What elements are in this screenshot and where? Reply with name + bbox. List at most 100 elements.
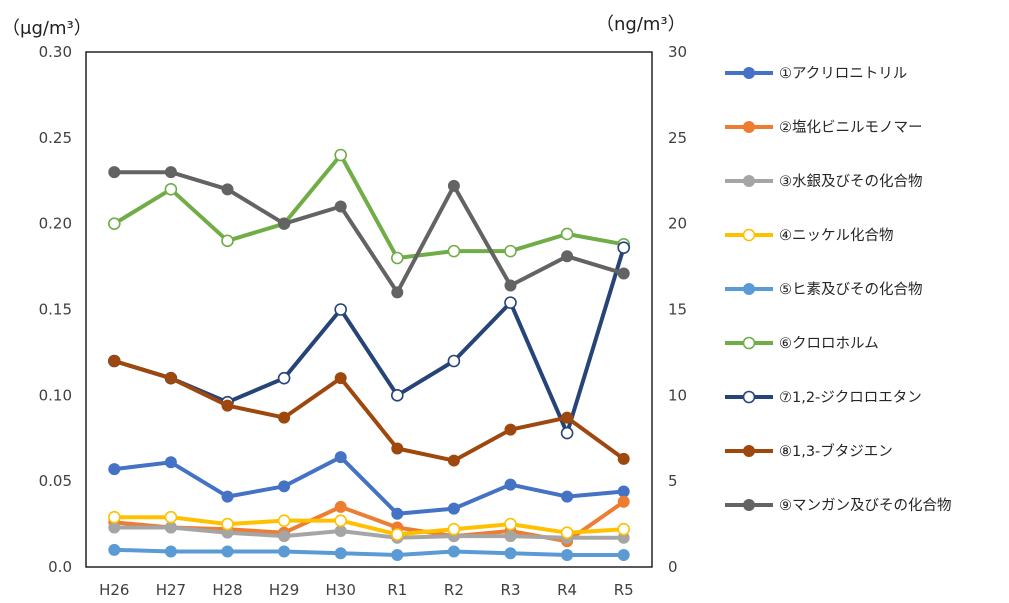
data-point: [561, 250, 574, 263]
legend-item: ⑦1,2-ジクロロエタン: [725, 389, 922, 406]
data-point: [391, 442, 404, 455]
left-axis-unit-label: （μg/m³）: [2, 18, 92, 39]
data-point: [504, 279, 517, 292]
data-point: [108, 217, 121, 230]
x-tick-label: R2: [444, 581, 464, 599]
legend-label: ⑦1,2-ジクロロエタン: [779, 389, 922, 406]
data-point: [447, 502, 460, 515]
series: [108, 451, 630, 520]
series: [108, 355, 630, 467]
x-tick-label: R5: [614, 581, 634, 599]
legend-swatch-marker: [742, 228, 756, 242]
right-tick-label: 15: [668, 301, 687, 319]
left-tick-label: 0.0: [48, 558, 72, 576]
legend: ①アクリロニトリル ②塩化ビニルモノマー ③水銀及びその化合物 ④ニッケル化合物 ⑤ヒ素…: [725, 65, 952, 514]
legend-item: ③水銀及びその化合物: [725, 173, 923, 190]
legend-label: ⑥クロロホルム: [779, 335, 879, 352]
data-point: [334, 451, 347, 464]
data-point: [561, 411, 574, 424]
right-tick-label: 0: [668, 558, 678, 576]
right-axis-unit-label: （ng/m³）: [596, 14, 686, 35]
legend-item: ①アクリロニトリル: [725, 65, 907, 82]
data-point: [164, 521, 177, 534]
data-point: [504, 547, 517, 560]
legend-item: ⑥クロロホルム: [725, 335, 879, 352]
legend-swatch-marker: [743, 175, 755, 187]
data-point: [560, 426, 574, 440]
left-tick-label: 0.30: [39, 43, 72, 61]
data-point: [334, 303, 348, 316]
data-point: [334, 524, 347, 537]
data-point: [334, 148, 348, 162]
legend-label: ④ニッケル化合物: [779, 227, 894, 244]
series: [108, 166, 630, 299]
legend-swatch-marker: [743, 283, 755, 295]
legend-item: ④ニッケル化合物: [725, 227, 894, 244]
data-point: [561, 548, 574, 561]
x-tick-label: H29: [269, 581, 299, 599]
right-tick-label: 25: [668, 129, 687, 147]
data-point: [504, 423, 517, 436]
left-tick-label: 0.05: [39, 472, 72, 490]
left-tick-label: 0.25: [39, 129, 72, 147]
series-line: [112, 170, 626, 295]
right-tick-label: 5: [668, 472, 678, 490]
legend-swatch-marker: [743, 499, 755, 511]
data-point: [617, 485, 630, 498]
data-point: [504, 244, 517, 258]
series: [108, 241, 631, 440]
data-point: [447, 545, 460, 558]
data-point: [164, 166, 177, 179]
data-point: [504, 517, 517, 531]
data-point: [278, 217, 291, 230]
data-point: [221, 545, 234, 558]
data-point: [164, 456, 177, 469]
data-point: [164, 183, 178, 196]
data-point: [278, 530, 291, 543]
legend-label: ③水銀及びその化合物: [779, 173, 923, 190]
data-point: [108, 543, 121, 556]
data-point: [278, 411, 291, 424]
data-point: [108, 510, 121, 524]
series-layer: [108, 148, 631, 561]
series: [108, 510, 631, 541]
series-line: [112, 525, 626, 540]
legend-item: ⑧1,3-ブタジエン: [725, 442, 893, 460]
x-tick-label: H26: [99, 581, 129, 599]
series-line: [112, 455, 626, 516]
x-tick-label: H30: [326, 581, 356, 599]
x-tick-label: R4: [557, 581, 577, 599]
data-point: [108, 355, 121, 367]
series-line: [112, 245, 626, 436]
legend-item: ⑨マンガン及びその化合物: [725, 497, 952, 514]
data-point: [108, 166, 121, 179]
data-point: [504, 530, 517, 543]
data-point: [447, 522, 461, 536]
data-point: [334, 514, 348, 527]
data-point: [617, 452, 630, 465]
legend-label: ⑨マンガン及びその化合物: [779, 497, 952, 514]
data-point: [560, 227, 574, 241]
data-point: [447, 354, 461, 368]
data-point: [504, 296, 517, 309]
x-tick-label: R1: [387, 581, 407, 599]
data-point: [221, 399, 234, 412]
data-point: [561, 490, 574, 503]
series-line: [112, 153, 626, 260]
data-point: [108, 463, 121, 476]
left-axis-ticks: 0.0 0.05 0.10 0.15 0.20 0.25 0.30: [39, 43, 72, 576]
right-tick-label: 30: [668, 43, 687, 61]
left-tick-label: 0.15: [39, 301, 72, 319]
data-point: [334, 200, 347, 213]
legend-label: ⑤ヒ素及びその化合物: [779, 281, 923, 298]
x-tick-label: H27: [156, 581, 186, 599]
data-point: [108, 521, 121, 534]
x-tick-label: H28: [212, 581, 242, 599]
data-point: [617, 241, 631, 254]
series-line: [112, 547, 626, 557]
data-point: [617, 495, 630, 508]
left-tick-label: 0.10: [39, 386, 72, 404]
data-point: [390, 389, 404, 402]
plot-area-frame: [85, 51, 653, 568]
